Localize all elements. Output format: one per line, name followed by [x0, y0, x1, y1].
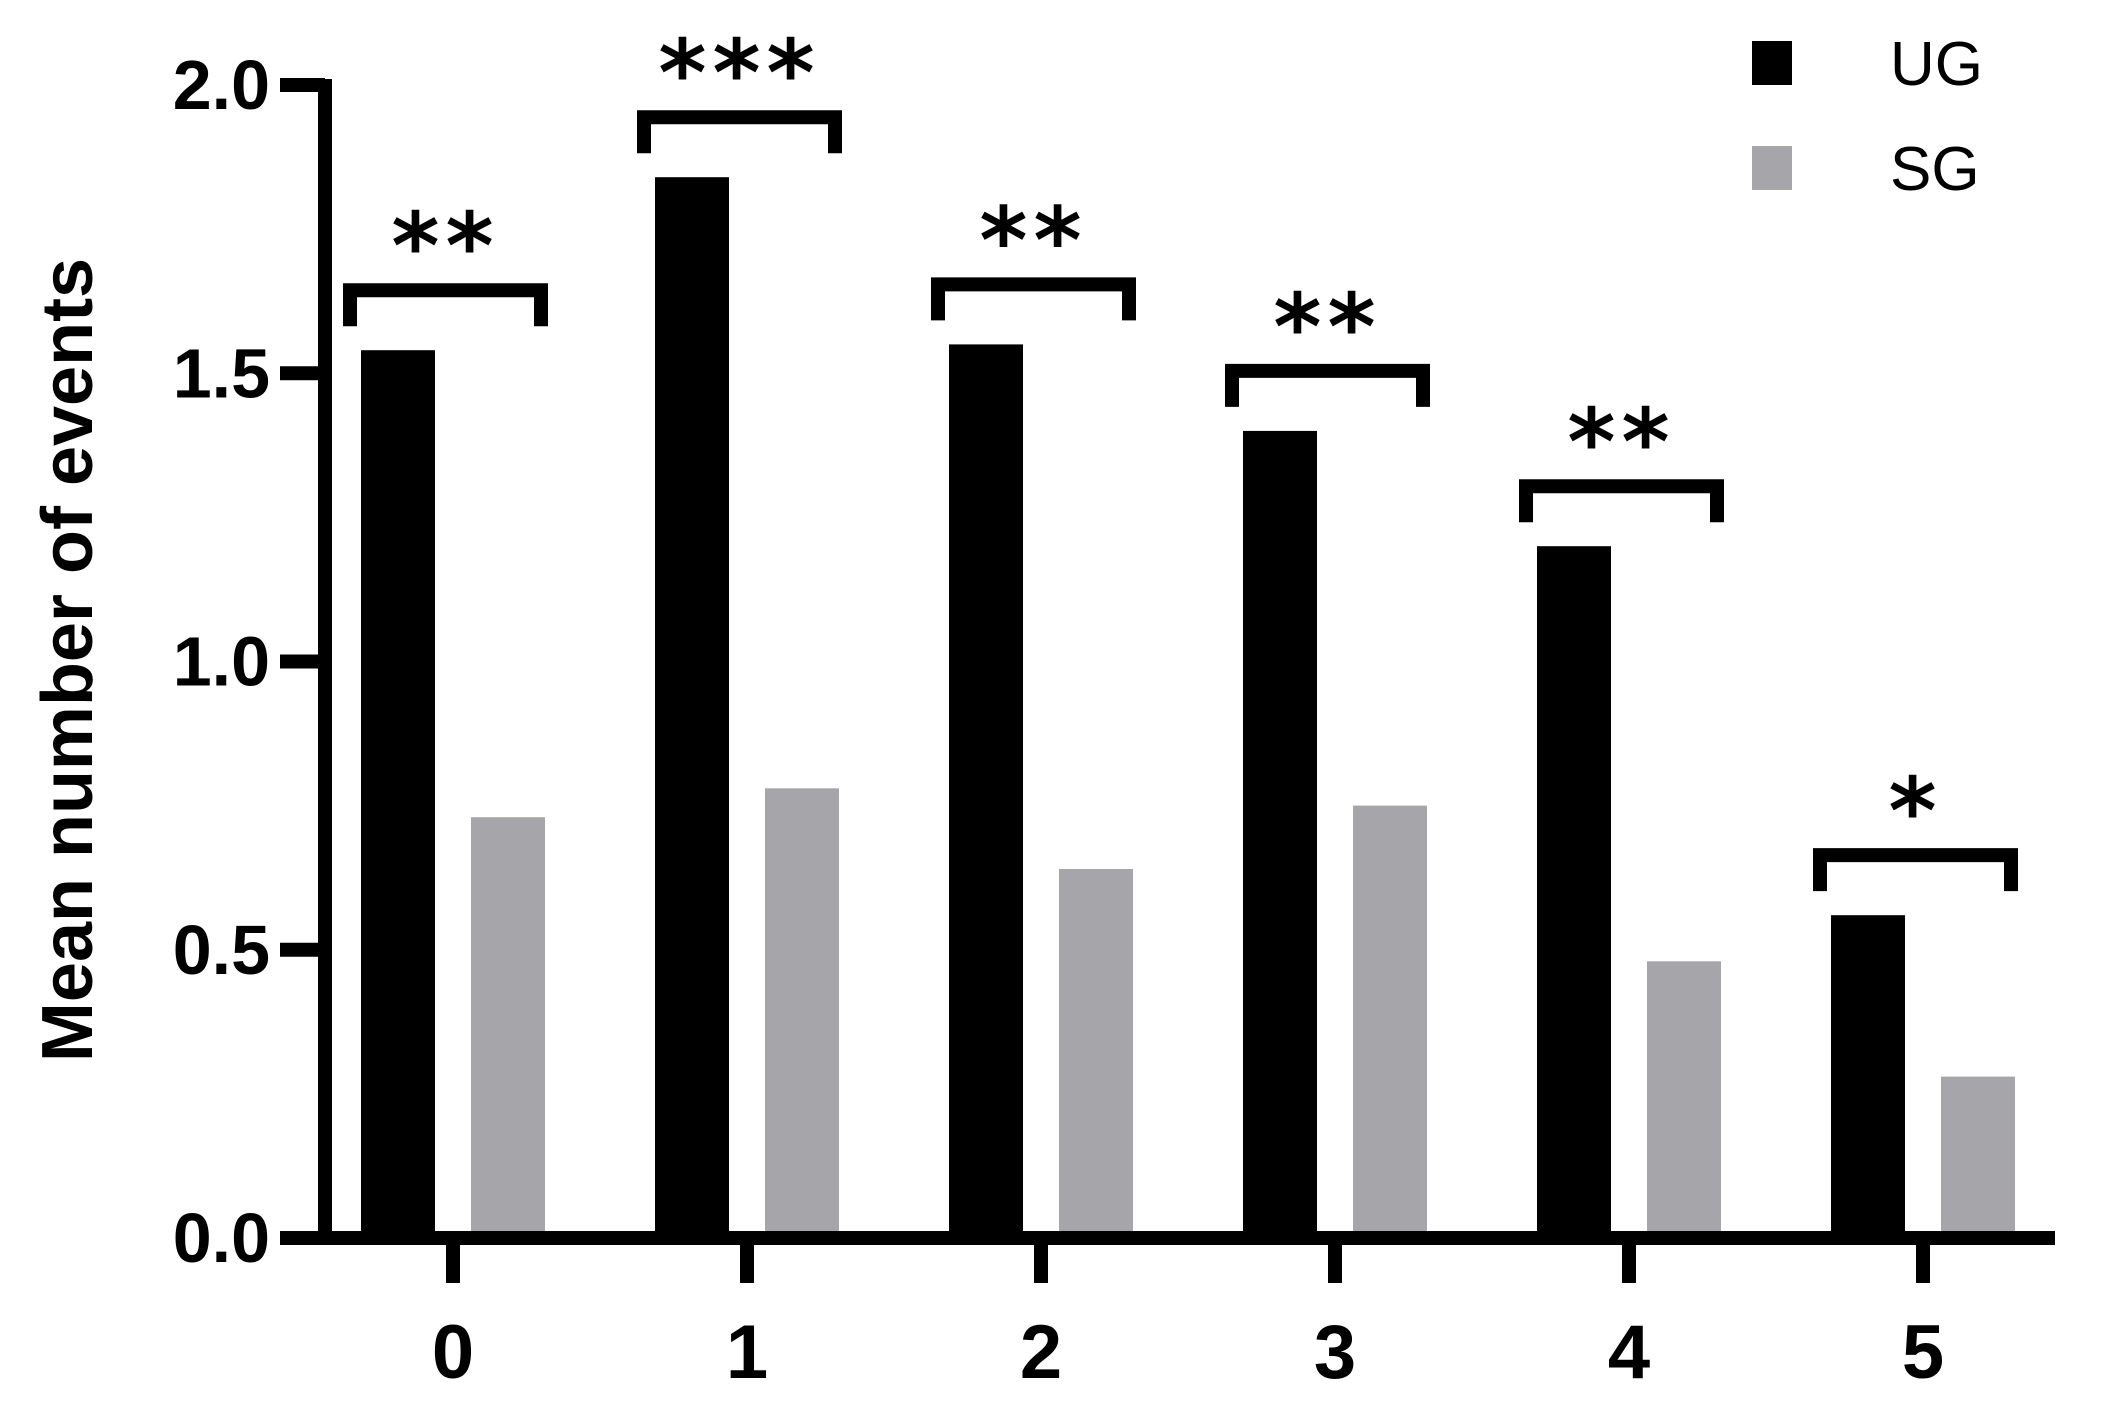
- bar-sg-2: [1059, 869, 1133, 1238]
- significance-bracket-2: [931, 277, 1136, 321]
- significance-group: ************: [343, 20, 2018, 892]
- bar-sg-1: [765, 788, 839, 1238]
- x-tick-label-4: 4: [1608, 1310, 1650, 1395]
- significance-label-3: **: [1273, 274, 1381, 381]
- bar-ug-4: [1537, 546, 1611, 1238]
- legend: UG SG: [1752, 30, 1983, 204]
- bar-ug-0: [361, 350, 435, 1238]
- y-tick-label-0.0: 0.0: [173, 1199, 270, 1277]
- significance-label-1: ***: [658, 20, 820, 127]
- significance-label-5: *: [1888, 758, 1942, 865]
- x-tick-label-1: 1: [726, 1310, 768, 1395]
- y-tick-label-1.0: 1.0: [173, 623, 270, 701]
- axes-group: 0.0 0.5 1.0 1.5 2.0 0 1 2 3 4 5: [173, 46, 2055, 1395]
- y-tick-label-0.5: 0.5: [173, 911, 270, 989]
- legend-swatch-sg: [1752, 146, 1792, 190]
- legend-swatch-ug: [1752, 41, 1792, 85]
- bars-group: [361, 177, 2015, 1239]
- significance-bracket-1: [637, 110, 842, 154]
- x-tick-label-3: 3: [1314, 1310, 1356, 1395]
- significance-bracket-5: [1813, 848, 2018, 892]
- significance-label-2: **: [979, 187, 1087, 294]
- y-axis-label: Mean number of events: [28, 258, 108, 1062]
- legend-label-ug: UG: [1890, 30, 1983, 99]
- bar-ug-3: [1243, 430, 1317, 1238]
- bar-sg-4: [1647, 961, 1721, 1238]
- x-tick-label-5: 5: [1902, 1310, 1944, 1395]
- bar-sg-5: [1941, 1076, 2015, 1238]
- bar-sg-0: [471, 817, 545, 1238]
- bar-ug-1: [655, 177, 729, 1239]
- significance-label-0: **: [391, 193, 499, 300]
- bar-sg-3: [1353, 805, 1427, 1238]
- x-tick-label-0: 0: [432, 1310, 474, 1395]
- significance-bracket-4: [1519, 479, 1724, 523]
- bar-ug-2: [949, 344, 1023, 1238]
- x-tick-label-2: 2: [1020, 1310, 1062, 1395]
- y-tick-label-2.0: 2.0: [173, 46, 270, 124]
- significance-bracket-0: [343, 283, 548, 327]
- y-tick-label-1.5: 1.5: [173, 334, 270, 412]
- significance-bracket-3: [1225, 363, 1430, 407]
- bar-ug-5: [1831, 915, 1905, 1238]
- legend-label-sg: SG: [1890, 135, 1980, 204]
- significance-label-4: **: [1567, 389, 1675, 496]
